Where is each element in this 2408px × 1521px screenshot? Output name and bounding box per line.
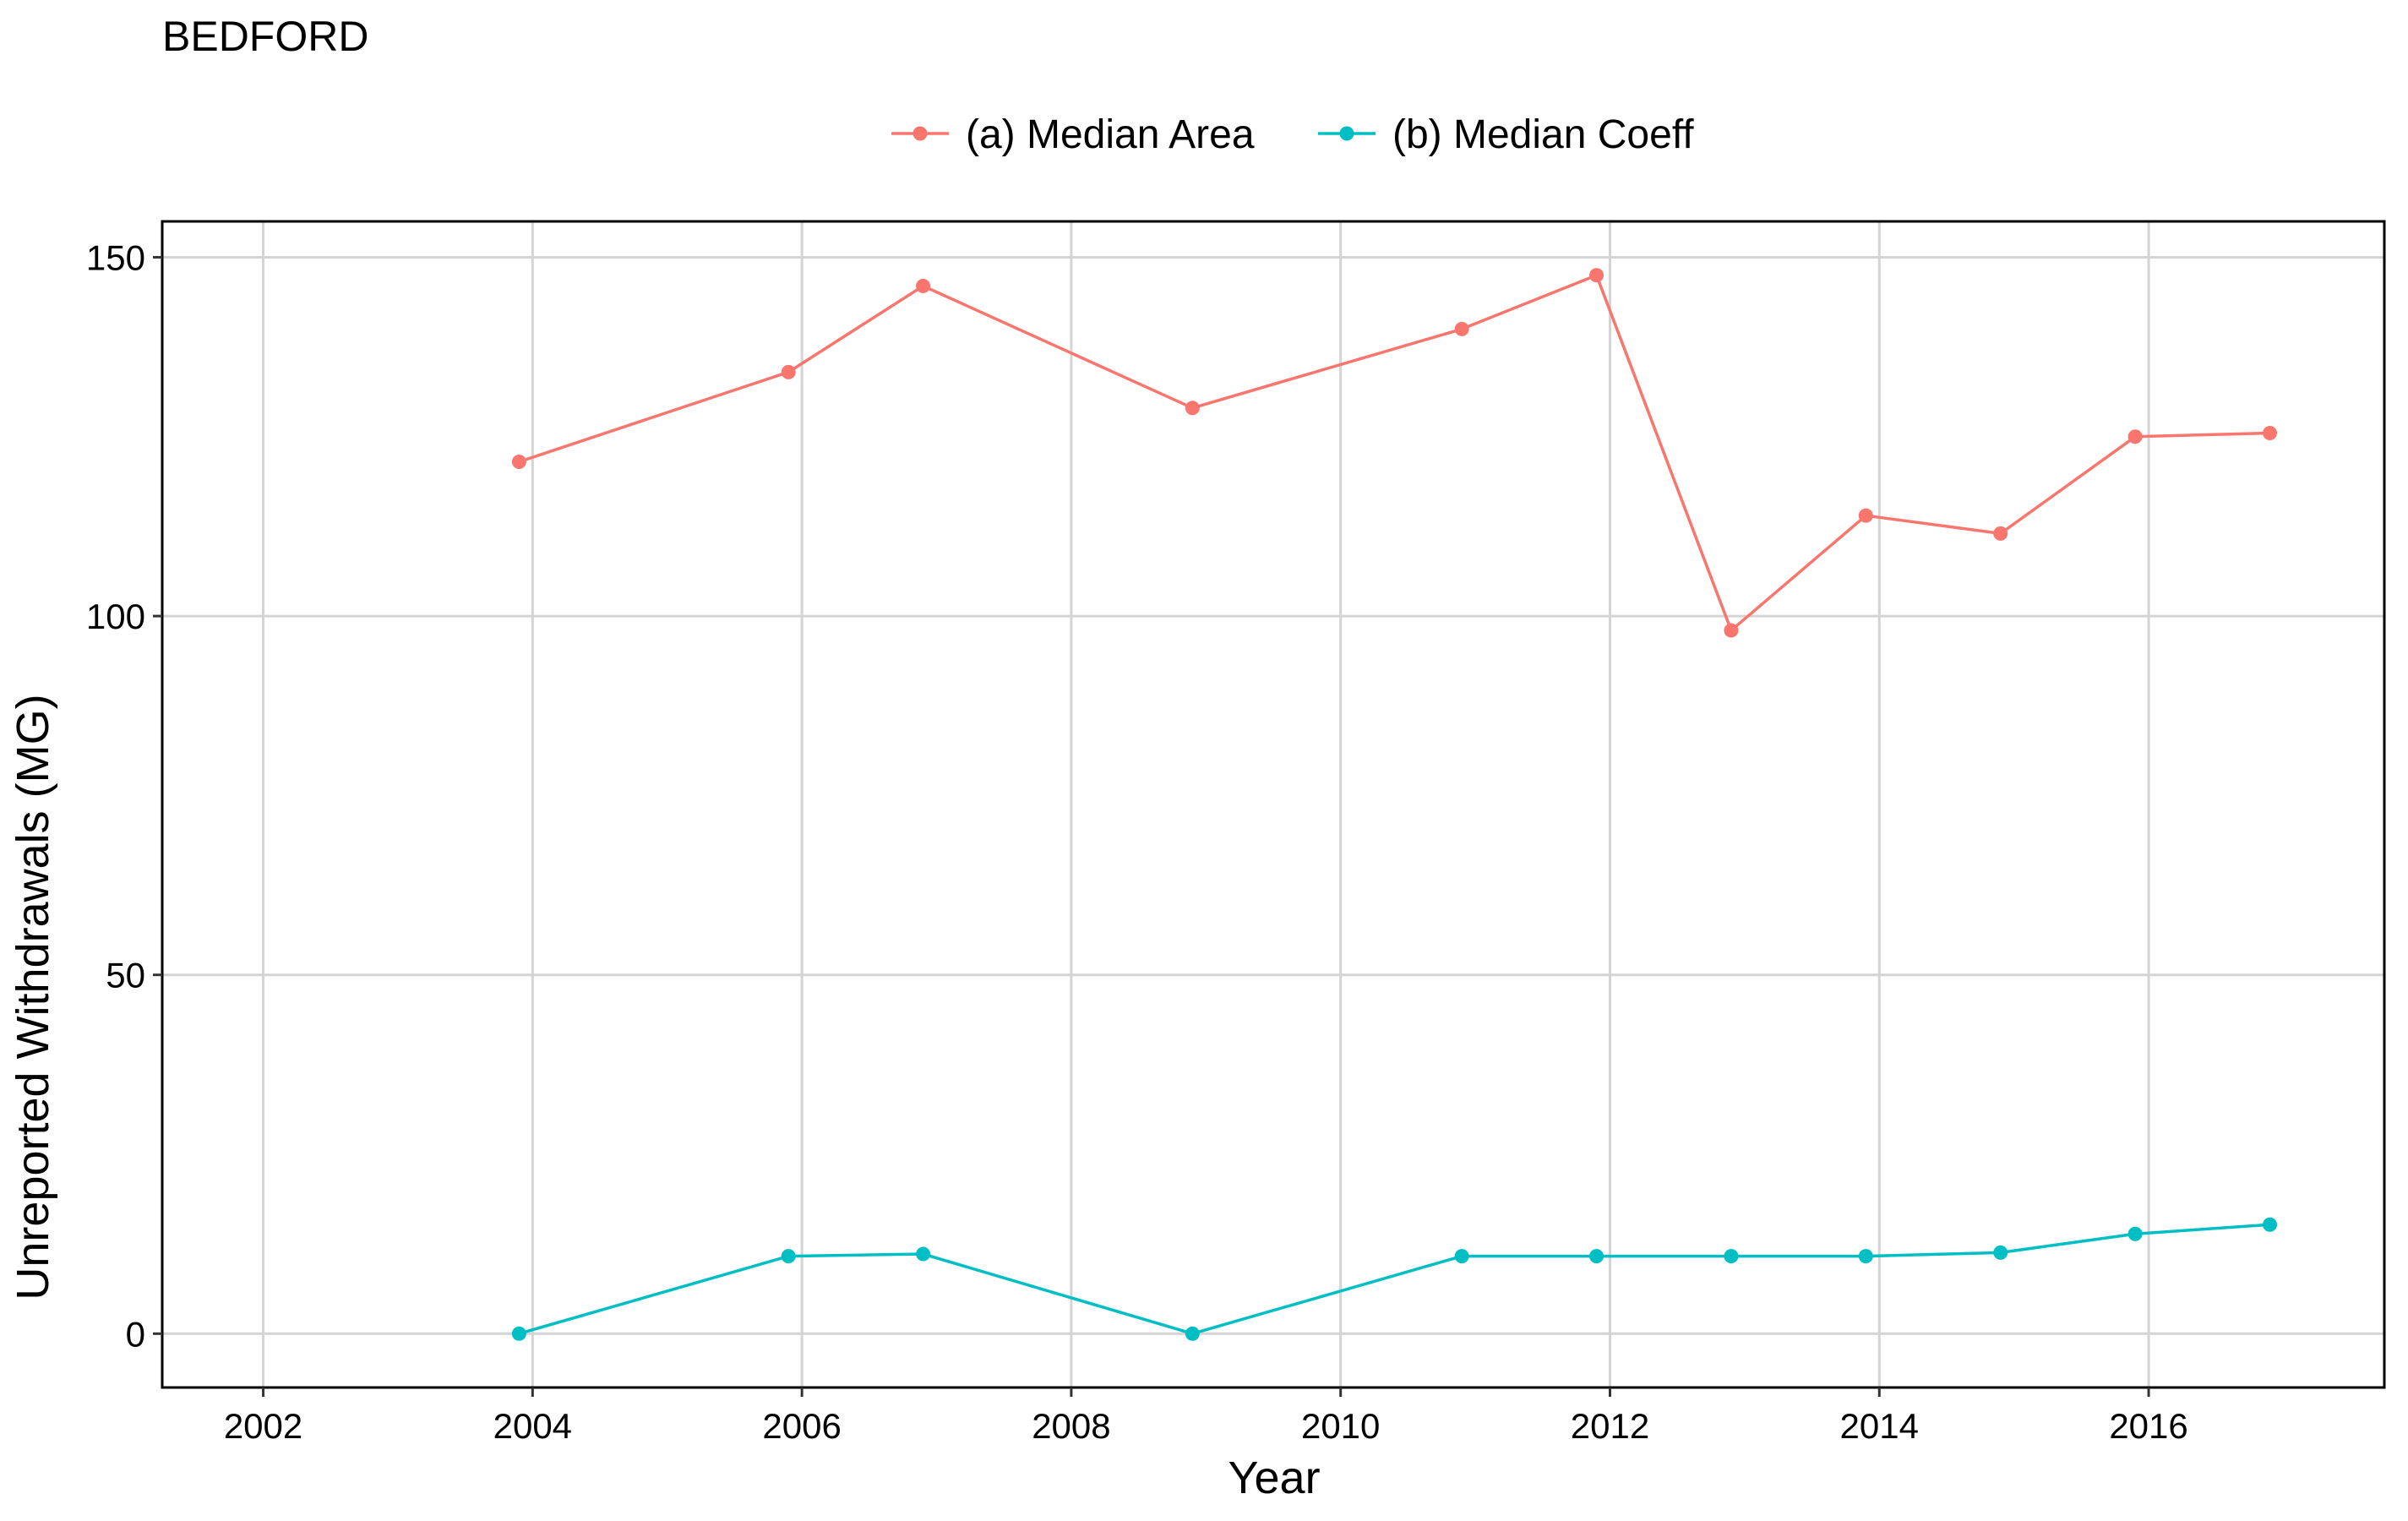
y-tick-label: 0 [126, 1314, 145, 1354]
y-axis-title: Unreported Withdrawals (MG) [8, 694, 58, 1300]
x-tick-label: 2016 [2109, 1406, 2187, 1446]
data-point [1454, 1249, 1469, 1264]
x-tick-label: 2014 [1840, 1406, 1919, 1446]
data-point [2127, 429, 2143, 444]
data-point [2127, 1226, 2143, 1241]
data-point [1993, 1245, 2008, 1260]
data-point [2263, 426, 2278, 441]
data-point [1993, 526, 2008, 541]
x-tick-label: 2004 [493, 1406, 572, 1446]
data-point [1724, 1249, 1739, 1264]
x-tick-label: 2012 [1571, 1406, 1649, 1446]
data-point [1858, 508, 1873, 523]
data-point [1589, 268, 1604, 283]
data-point [1454, 321, 1469, 336]
legend-label: (a) Median Area [966, 112, 1255, 157]
x-axis: 2002 2004 2006 2008 2010 2012 2014 2016 [224, 1387, 2188, 1446]
data-point [2263, 1217, 2278, 1232]
data-point [1589, 1249, 1604, 1264]
x-tick-label: 2008 [1032, 1406, 1110, 1446]
plot-frame [161, 220, 2386, 1389]
series-1 [511, 268, 2278, 638]
y-tick-label: 50 [106, 956, 145, 995]
legend-item-2: (b) Median Coeff [1318, 112, 1694, 157]
x-tick-label: 2006 [762, 1406, 841, 1446]
y-tick-label: 100 [86, 597, 145, 636]
data-point [916, 278, 931, 293]
data-point [511, 454, 526, 469]
x-axis-title: Year [1228, 1453, 1320, 1503]
data-point [781, 364, 796, 379]
legend-key-point [1339, 126, 1354, 141]
data-point [1724, 623, 1739, 638]
data-point [916, 1246, 931, 1262]
data-point [1858, 1249, 1873, 1264]
data-point [1185, 401, 1200, 416]
y-axis: 0 50 100 150 [86, 237, 162, 1354]
data-series [511, 268, 2278, 1341]
chart-title: BEDFORD [162, 13, 368, 60]
x-tick-label: 2010 [1301, 1406, 1380, 1446]
x-tick-label: 2002 [224, 1406, 302, 1446]
series-2 [511, 1217, 2278, 1341]
legend-key-point [913, 126, 928, 141]
y-tick-label: 150 [86, 237, 145, 277]
legend: (a) Median Area (b) Median Coeff [891, 112, 1694, 157]
data-point [511, 1326, 526, 1341]
legend-item-1: (a) Median Area [891, 112, 1255, 157]
data-point [781, 1249, 796, 1264]
data-point [1185, 1326, 1200, 1341]
legend-label: (b) Median Coeff [1392, 112, 1694, 157]
grid-lines [162, 221, 2384, 1387]
